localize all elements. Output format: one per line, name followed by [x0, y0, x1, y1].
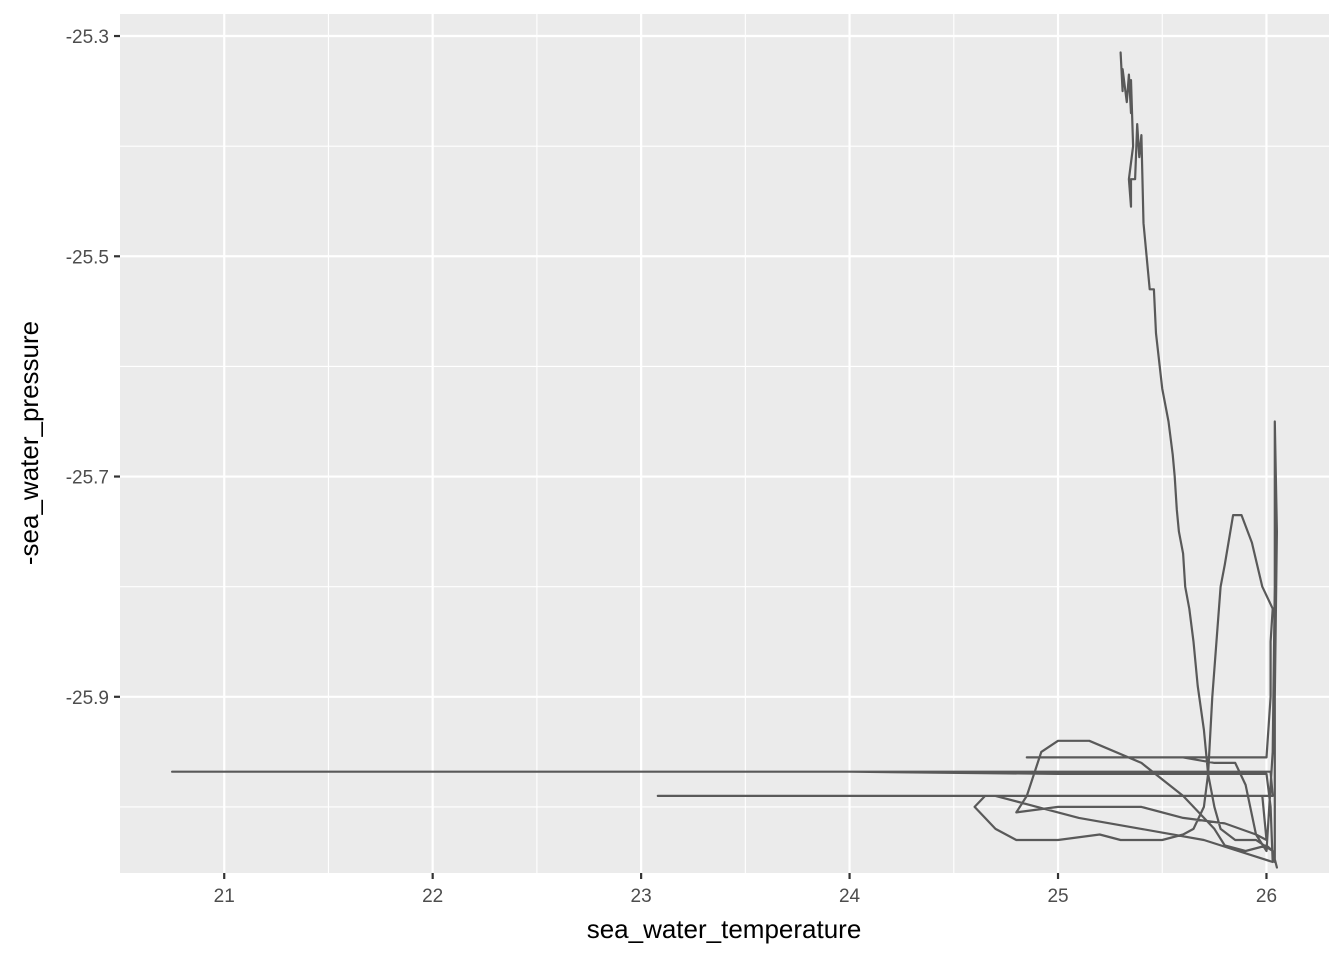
x-axis-title: sea_water_temperature — [587, 914, 862, 944]
y-tick-label: -25.7 — [66, 468, 109, 489]
series-line-0 — [171, 51, 1278, 869]
x-tick-label: 24 — [839, 886, 861, 907]
x-tick-label: 21 — [214, 886, 235, 907]
series-layer — [171, 51, 1278, 869]
x-tick-label: 25 — [1047, 886, 1068, 907]
x-tick-label: 26 — [1256, 886, 1277, 907]
x-tick-label: 22 — [422, 886, 443, 907]
plot-panel — [120, 14, 1329, 873]
y-tick-label: -25.5 — [66, 247, 109, 268]
major-gridlines — [120, 14, 1329, 873]
x-tick-label: 23 — [631, 886, 652, 907]
y-tick-label: -25.3 — [66, 27, 109, 48]
y-axis-title: -sea_water_pressure — [14, 321, 44, 565]
y-axis-ticks: -25.9 -25.7 -25.5 -25.3 — [66, 27, 120, 709]
x-axis-ticks: 21 22 23 24 25 26 — [214, 873, 1277, 907]
y-tick-label: -25.9 — [66, 688, 109, 709]
